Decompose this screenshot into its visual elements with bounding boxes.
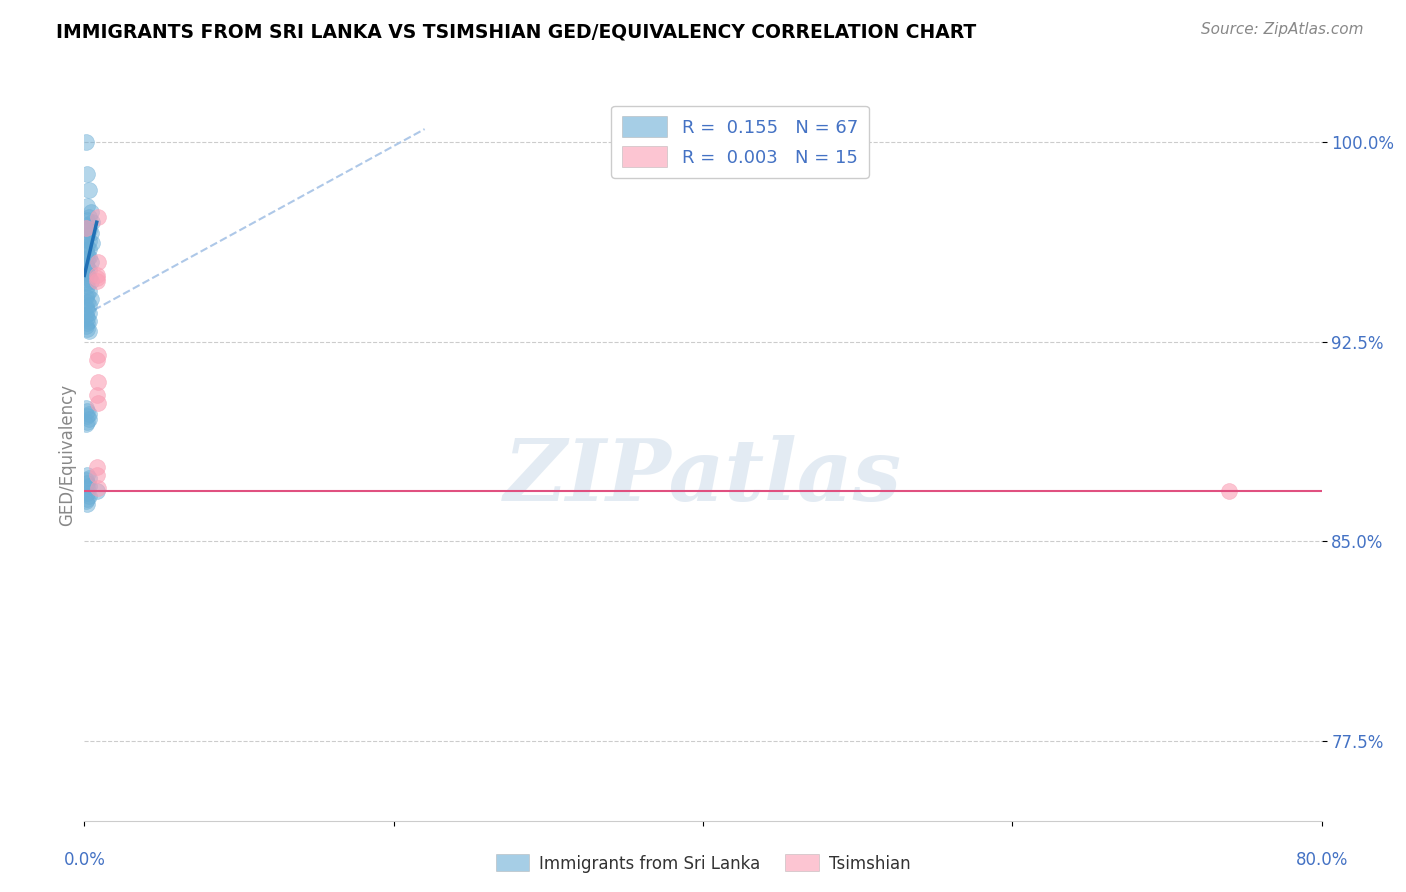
Legend: Immigrants from Sri Lanka, Tsimshian: Immigrants from Sri Lanka, Tsimshian: [489, 847, 917, 880]
Text: 80.0%: 80.0%: [1295, 851, 1348, 869]
Point: [75, 258, 97, 272]
Point: [87, 210, 110, 224]
Point: [75, 473, 97, 487]
Point: [77, 489, 100, 503]
Point: [76, 260, 98, 275]
Point: [76, 252, 98, 267]
Point: [86, 271, 108, 285]
Point: [87, 375, 110, 389]
Point: [76, 295, 98, 310]
Point: [76, 212, 98, 227]
Point: [79, 274, 101, 288]
Point: [77, 324, 100, 338]
Point: [76, 486, 98, 500]
Point: [77, 478, 100, 492]
Point: [76, 167, 98, 181]
Point: [77, 313, 100, 327]
Point: [77, 183, 100, 197]
Point: [76, 266, 98, 280]
Point: [1218, 483, 1240, 498]
Point: [86, 353, 108, 368]
Point: [76, 220, 98, 235]
Text: 0.0%: 0.0%: [63, 851, 105, 869]
Point: [76, 302, 98, 317]
Point: [75, 244, 97, 259]
Point: [75, 220, 97, 235]
Point: [87, 348, 110, 362]
Point: [75, 277, 97, 291]
Point: [76, 475, 98, 490]
Point: [86, 268, 108, 283]
Point: [76, 467, 98, 482]
Point: [77, 271, 100, 285]
Point: [75, 494, 97, 508]
Y-axis label: GED/Equivalency: GED/Equivalency: [58, 384, 76, 526]
Point: [76, 409, 98, 424]
Point: [87, 255, 110, 269]
Point: [77, 250, 100, 264]
Point: [77, 407, 100, 421]
Point: [87, 396, 110, 410]
Point: [79, 226, 101, 240]
Legend: R =  0.155   N = 67, R =  0.003   N = 15: R = 0.155 N = 67, R = 0.003 N = 15: [612, 105, 869, 178]
Point: [77, 285, 100, 299]
Point: [86, 459, 108, 474]
Point: [76, 415, 98, 429]
Point: [77, 412, 100, 426]
Point: [76, 279, 98, 293]
Point: [75, 136, 97, 150]
Point: [76, 491, 98, 506]
Point: [76, 310, 98, 325]
Point: [79, 293, 101, 307]
Point: [82, 236, 104, 251]
Text: Source: ZipAtlas.com: Source: ZipAtlas.com: [1201, 22, 1364, 37]
Point: [77, 223, 100, 237]
Point: [86, 483, 108, 498]
Point: [82, 215, 104, 229]
Point: [75, 218, 97, 232]
Point: [86, 274, 108, 288]
Point: [75, 401, 97, 416]
Point: [77, 470, 100, 484]
Point: [75, 301, 97, 315]
Point: [77, 305, 100, 319]
Point: [76, 228, 98, 243]
Point: [76, 287, 98, 301]
Point: [76, 481, 98, 495]
Point: [77, 263, 100, 277]
Point: [77, 242, 100, 256]
Point: [76, 316, 98, 330]
Point: [76, 497, 98, 511]
Point: [86, 388, 108, 402]
Point: [87, 481, 110, 495]
Point: [77, 298, 100, 312]
Point: [75, 417, 97, 432]
Point: [86, 467, 108, 482]
Point: [76, 404, 98, 418]
Text: ZIPatlas: ZIPatlas: [503, 435, 903, 518]
Text: IMMIGRANTS FROM SRI LANKA VS TSIMSHIAN GED/EQUIVALENCY CORRELATION CHART: IMMIGRANTS FROM SRI LANKA VS TSIMSHIAN G…: [56, 22, 977, 41]
Point: [75, 308, 97, 322]
Point: [77, 210, 100, 224]
Point: [79, 255, 101, 269]
Point: [75, 231, 97, 245]
Point: [76, 199, 98, 213]
Point: [79, 204, 101, 219]
Point: [75, 318, 97, 333]
Point: [77, 234, 100, 248]
Point: [76, 321, 98, 335]
Point: [75, 268, 97, 283]
Point: [76, 247, 98, 261]
Point: [76, 239, 98, 253]
Point: [75, 290, 97, 304]
